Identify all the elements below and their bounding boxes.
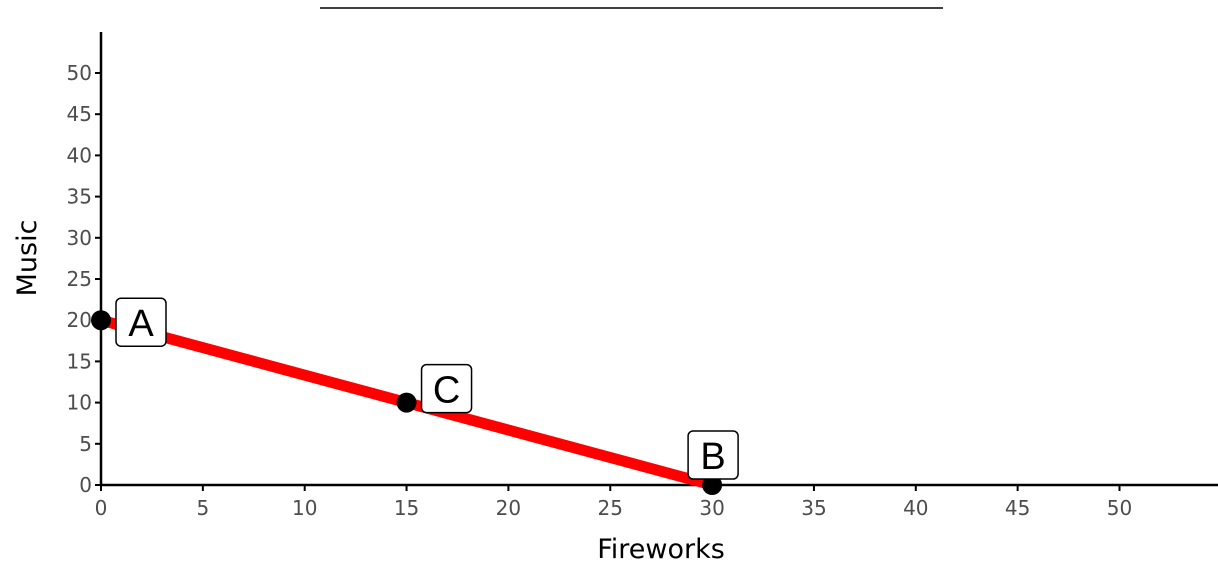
y-tick-label: 40 (67, 143, 92, 167)
y-tick-label: 50 (67, 61, 92, 85)
point-label-box-b (687, 430, 739, 480)
x-tick-label: 20 (496, 496, 521, 520)
x-tick-label: 40 (903, 496, 928, 520)
x-tick-label: 10 (292, 496, 317, 520)
y-axis-ticks: 0 5 10 15 20 25 30 35 40 45 50 (67, 61, 101, 497)
y-tick-label: 5 (79, 432, 92, 456)
y-tick-label: 15 (67, 349, 92, 373)
x-tick-label: 15 (394, 496, 419, 520)
x-tick-label: 45 (1005, 496, 1030, 520)
point-labels-layer: A C B (115, 297, 739, 480)
point-label-box-c (420, 363, 473, 414)
x-tick-label: 30 (699, 496, 724, 520)
y-tick-label: 25 (67, 267, 92, 291)
point-label-a: A (128, 303, 154, 345)
y-tick-label: 0 (79, 473, 92, 497)
axes (99, 32, 1218, 487)
x-tick-label: 50 (1107, 496, 1132, 520)
point-b (702, 475, 723, 495)
x-tick-label: 25 (598, 496, 623, 520)
y-tick-label: 35 (67, 185, 92, 209)
points-layer (91, 310, 723, 495)
y-tick-label: 30 (67, 226, 92, 250)
y-axis-title: Music (12, 220, 43, 297)
y-tick-label: 20 (67, 308, 92, 332)
point-c (396, 392, 417, 413)
x-tick-label: 35 (801, 496, 826, 520)
x-tick-label: 0 (95, 496, 108, 520)
point-label-c: C (433, 370, 460, 412)
y-tick-label: 10 (67, 391, 92, 415)
point-a (91, 310, 111, 331)
x-axis-title: Fireworks (597, 534, 725, 565)
y-tick-label: 45 (67, 102, 92, 126)
point-label-box-a (115, 297, 167, 347)
x-axis-ticks: 0 5 10 15 20 25 30 35 40 45 50 (95, 485, 1132, 520)
x-tick-label: 5 (196, 496, 209, 520)
point-label-b: B (700, 436, 725, 478)
